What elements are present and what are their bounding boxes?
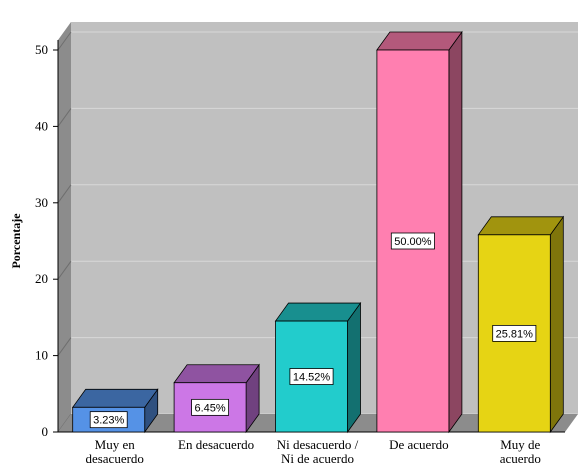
data-label-box [89, 411, 128, 429]
y-tick-label: 10 [35, 348, 48, 363]
bar: 14.52% [274, 301, 362, 434]
bar: 50.00% [376, 30, 463, 434]
x-tick-label: De acuerdo [389, 437, 449, 452]
bar-top [376, 31, 463, 51]
bar-top [477, 216, 565, 236]
y-tick-label: 50 [35, 42, 48, 57]
data-label: 25.81% [496, 328, 534, 340]
x-tick-label: Muy de [500, 437, 540, 452]
x-tick-label: Ni desacuerdo / [277, 437, 359, 452]
y-tick-label: 30 [35, 195, 48, 210]
y-tick-label: 0 [42, 424, 49, 439]
bars: 3.23% 6.45% 14.52% 50.00% 25.81% [71, 30, 565, 434]
bar-top [71, 388, 159, 408]
y-axis-label: Porcentaje [9, 213, 23, 269]
x-tick-label: Muy en [95, 437, 136, 452]
data-label-box [390, 232, 435, 250]
bar-side [347, 301, 361, 434]
y-tick-label: 40 [35, 118, 48, 133]
bar: 25.81% [477, 215, 565, 434]
data-label-box [289, 368, 334, 385]
bar: 6.45% [173, 363, 260, 434]
x-tick-label: acuerdo [500, 451, 541, 466]
y-axis-ticks: 0 10 20 30 40 50 [35, 40, 59, 439]
x-tick-label: Ni de acuerdo [281, 451, 354, 466]
bar: 3.23% [71, 388, 159, 434]
data-label: 50.00% [394, 236, 432, 248]
side-gridline [57, 108, 72, 127]
data-label: 6.45% [194, 402, 225, 414]
side-gridline [57, 31, 72, 51]
bar-top [274, 302, 362, 322]
bar-top [173, 364, 260, 384]
side-gridline [57, 184, 72, 204]
bar-side [549, 215, 564, 434]
side-wall [58, 22, 71, 432]
data-label: 14.52% [293, 372, 331, 384]
y-tick-label: 20 [35, 271, 48, 286]
data-label: 3.23% [93, 415, 124, 427]
data-label-box [191, 398, 230, 416]
bar-side [448, 30, 463, 434]
side-gridline [57, 260, 72, 280]
x-tick-label: En desacuerdo [178, 437, 254, 452]
data-label-box [492, 325, 537, 342]
x-tick-label: desacuerdo [85, 451, 143, 466]
side-gridline [57, 337, 72, 356]
